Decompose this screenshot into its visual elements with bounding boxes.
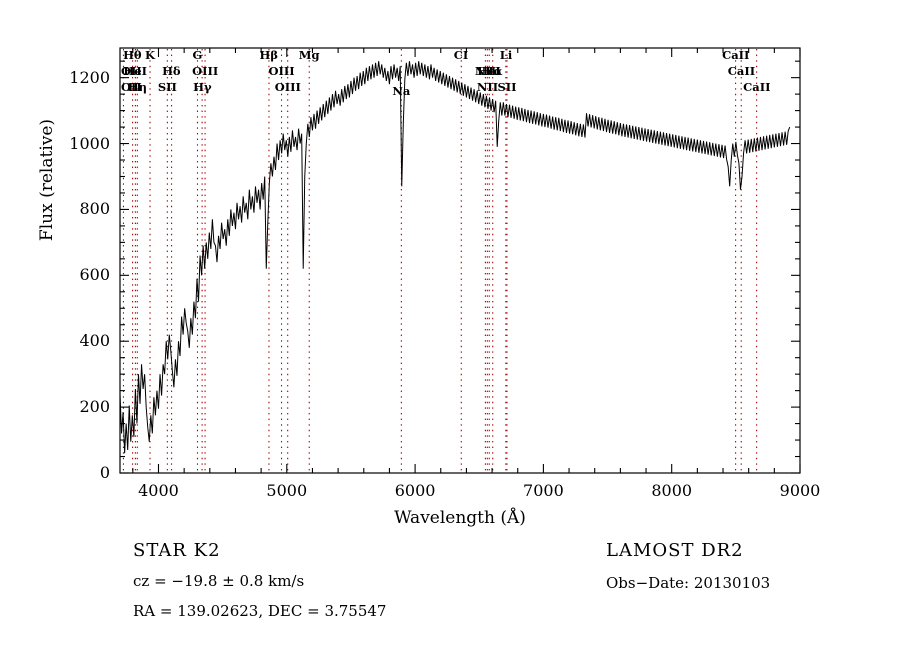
spectral-line-label: G [192,48,203,62]
y-tick-label: 0 [99,463,110,482]
redshift-velocity-text: cz = −19.8 ± 0.8 km/s [133,572,305,590]
y-tick-label: 1000 [69,133,110,153]
spectral-line-label: OII [121,64,142,78]
spectral-line-label: Hη [127,80,148,94]
x-axis-label: Wavelength (Å) [394,508,526,528]
observation-date-text: Obs−Date: 20130103 [606,574,771,592]
coordinates-text: RA = 139.02623, DEC = 3.75547 [133,602,387,620]
spectral-line-label: HeI [477,64,501,78]
spectral-line-label: CaII [727,64,756,78]
spectral-line-label: OIII [268,64,295,78]
spectral-line-label: OIII [274,80,301,94]
spectral-line-label: Hγ [193,80,212,94]
x-tick-label: 7000 [523,481,564,500]
object-class-text: STAR K2 [133,540,221,561]
spectral-line-label: SII [157,80,177,94]
spectral-line-label: Hα [482,64,503,78]
spectral-line-label: Na [392,84,411,98]
spectral-line-label: Mg [298,48,320,62]
x-tick-label: 8000 [651,481,693,500]
x-tick-label: 9000 [779,481,821,500]
spectral-line-label: NII [476,80,499,94]
spectral-line-label: K [145,48,156,62]
spectral-line-label: OIII [192,64,219,78]
y-tick-label: 400 [79,331,110,351]
spectral-line-label: Hβ [259,48,278,62]
y-tick-label: 1200 [69,67,110,87]
spectral-line-label: SII [497,80,517,94]
spectral-line-label: CaII [743,80,771,94]
spectral-line-label: Hθ [123,48,142,62]
survey-release-text: LAMOST DR2 [606,540,744,561]
spectral-line-label: CaII [722,48,750,62]
spectral-line-label: HeI [123,64,147,78]
y-tick-label: 200 [79,397,110,417]
x-tick-label: 6000 [394,481,436,500]
spectral-line-label: NII [474,64,497,78]
x-tick-label: 4000 [138,481,179,500]
spectral-line-label: Hδ [162,64,181,78]
y-tick-label: 800 [79,199,110,219]
spectral-line-label: Li [499,48,513,62]
spectral-line-label: CI [453,48,469,62]
y-axis-label: Flux (relative) [37,118,57,242]
y-tick-label: 600 [79,265,110,285]
spectral-line-label: OII [121,80,142,94]
x-tick-label: 5000 [266,481,308,500]
